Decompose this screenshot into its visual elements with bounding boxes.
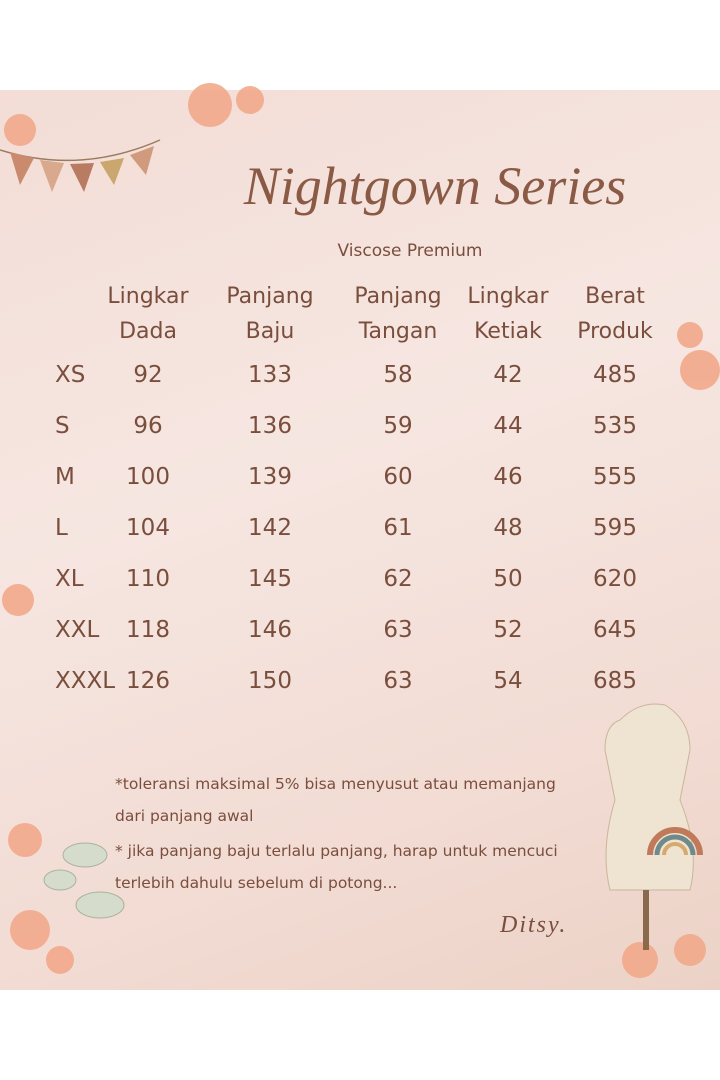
column-header: Lingkar xyxy=(107,284,189,309)
cell-value: 44 xyxy=(493,413,523,439)
bunting xyxy=(0,139,161,192)
cell-value: 63 xyxy=(383,617,413,643)
cell-value: 58 xyxy=(383,362,413,388)
cell-value: 60 xyxy=(383,464,413,490)
note-line: dari panjang awal xyxy=(115,807,254,825)
column-header: Panjang xyxy=(226,284,314,309)
cell-value: 133 xyxy=(248,362,292,388)
cell-value: 142 xyxy=(248,515,292,541)
cell-value: 61 xyxy=(383,515,413,541)
cell-value: 62 xyxy=(383,566,413,592)
size-label: M xyxy=(55,464,75,490)
column-header: Dada xyxy=(119,319,177,344)
size-label: XS xyxy=(55,362,86,388)
cell-value: 555 xyxy=(593,464,637,490)
title: Nightgown Series xyxy=(243,156,627,216)
size-label: L xyxy=(55,515,68,541)
size-label: XXXL xyxy=(55,668,116,694)
column-header: Tangan xyxy=(358,319,438,344)
cell-value: 139 xyxy=(248,464,292,490)
cell-value: 595 xyxy=(593,515,637,541)
column-header: Lingkar xyxy=(467,284,549,309)
column-header: Baju xyxy=(245,319,295,344)
cell-value: 110 xyxy=(126,566,170,592)
cell-value: 645 xyxy=(593,617,637,643)
mannequin xyxy=(604,703,703,950)
note-line: * jika panjang baju terlalu panjang, har… xyxy=(115,842,558,860)
cell-value: 104 xyxy=(126,515,170,541)
subtitle: Viscose Premium xyxy=(337,241,483,261)
signature: Ditsy. xyxy=(500,912,568,938)
cell-value: 52 xyxy=(493,617,523,643)
cell-value: 126 xyxy=(126,668,170,694)
cell-value: 46 xyxy=(493,464,523,490)
size-label: S xyxy=(55,413,70,439)
cell-value: 136 xyxy=(248,413,292,439)
cell-value: 48 xyxy=(493,515,523,541)
cell-value: 59 xyxy=(383,413,413,439)
cell-value: 146 xyxy=(248,617,292,643)
cell-value: 145 xyxy=(248,566,292,592)
size-label: XL xyxy=(55,566,84,592)
column-header: Produk xyxy=(577,319,653,344)
cell-value: 685 xyxy=(593,668,637,694)
cell-value: 485 xyxy=(593,362,637,388)
cell-value: 100 xyxy=(126,464,170,490)
cell-value: 54 xyxy=(493,668,523,694)
column-header: Panjang xyxy=(354,284,442,309)
cell-value: 535 xyxy=(593,413,637,439)
column-header: Ketiak xyxy=(474,319,542,344)
flowers xyxy=(2,83,720,978)
cell-value: 42 xyxy=(493,362,523,388)
size-label: XXL xyxy=(55,617,100,643)
cell-value: 150 xyxy=(248,668,292,694)
cell-value: 96 xyxy=(133,413,163,439)
cell-value: 118 xyxy=(126,617,170,643)
cell-value: 92 xyxy=(133,362,163,388)
cell-value: 63 xyxy=(383,668,413,694)
cell-value: 50 xyxy=(493,566,523,592)
card-background xyxy=(0,90,720,990)
note-line: terlebih dahulu sebelum di potong... xyxy=(115,874,398,892)
shells xyxy=(43,842,125,919)
column-header: Berat xyxy=(585,284,645,309)
note-line: *toleransi maksimal 5% bisa menyusut ata… xyxy=(115,775,556,793)
cell-value: 620 xyxy=(593,566,637,592)
